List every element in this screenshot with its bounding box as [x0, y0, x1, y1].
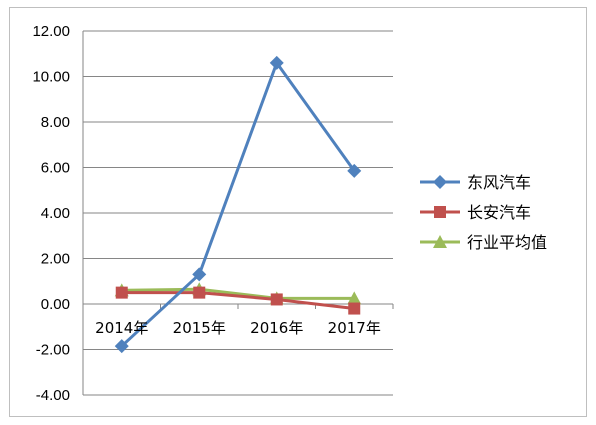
- data-point-square: [270, 293, 283, 306]
- data-point-diamond: [114, 339, 129, 354]
- data-point-square: [193, 286, 206, 299]
- legend-label: 行业平均值: [467, 233, 547, 252]
- y-tick-label: 6.00: [41, 160, 70, 177]
- x-tick-label: 2017年: [328, 319, 381, 337]
- y-tick-label: 12.00: [32, 23, 70, 40]
- data-point-diamond: [433, 175, 447, 189]
- data-point-square: [434, 206, 446, 218]
- legend-label: 东风汽车: [467, 173, 531, 192]
- x-tick-label: 2015年: [173, 319, 226, 337]
- legend-label: 长安汽车: [467, 203, 531, 222]
- y-tick-label: 10.00: [32, 69, 70, 86]
- y-tick-label: 4.00: [41, 205, 70, 222]
- legend-item: 东风汽车: [420, 173, 531, 192]
- y-tick-label: 0.00: [41, 296, 70, 313]
- data-point-square: [348, 302, 361, 315]
- gridlines: [83, 30, 393, 396]
- y-tick-label: -2.00: [36, 342, 70, 359]
- series-layer: [114, 55, 362, 354]
- legend-item: 行业平均值: [420, 233, 547, 252]
- data-point-diamond: [192, 267, 207, 282]
- legend-item: 长安汽车: [420, 203, 531, 222]
- y-tick-label: -4.00: [36, 387, 70, 404]
- data-point-diamond: [269, 55, 284, 70]
- series-2: [115, 286, 361, 315]
- series-line: [121, 287, 355, 300]
- data-point-triangle: [347, 291, 362, 305]
- data-point-square: [115, 286, 128, 299]
- series-line: [120, 61, 356, 348]
- data-point-diamond: [347, 163, 362, 178]
- series-line: [121, 291, 355, 311]
- x-axis-labels: 2014年 2015年 2016年 2017年: [95, 319, 381, 337]
- y-axis: 12.00 10.00 8.00 6.00 4.00 2.00 0.00 -2.00 -4.00: [32, 23, 394, 404]
- chart-frame: [9, 7, 587, 417]
- y-tick-label: 8.00: [41, 114, 70, 131]
- y-tick-label: 2.00: [41, 251, 70, 268]
- data-point-triangle: [433, 235, 447, 248]
- x-tick-label: 2016年: [250, 319, 303, 337]
- x-tick-label: 2014年: [95, 319, 148, 337]
- series-1: [114, 55, 362, 354]
